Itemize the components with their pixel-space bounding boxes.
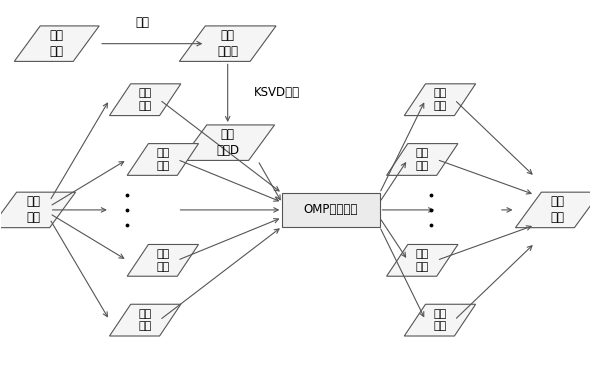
Text: 子图
像块: 子图 像块 xyxy=(138,88,152,111)
Polygon shape xyxy=(404,304,476,336)
Bar xyxy=(282,193,379,227)
Polygon shape xyxy=(515,192,591,228)
Text: 稀疏
向量: 稀疏 向量 xyxy=(433,309,447,332)
Polygon shape xyxy=(14,26,99,62)
Polygon shape xyxy=(387,244,458,276)
Text: 子图
像块: 子图 像块 xyxy=(138,309,152,332)
Polygon shape xyxy=(109,304,181,336)
Text: 稀疏
矩阵: 稀疏 矩阵 xyxy=(551,195,565,224)
Polygon shape xyxy=(127,144,199,176)
Polygon shape xyxy=(181,125,275,160)
Polygon shape xyxy=(127,244,199,276)
Text: 稀疏
向量: 稀疏 向量 xyxy=(415,249,429,272)
Polygon shape xyxy=(0,192,76,228)
Polygon shape xyxy=(404,84,476,116)
Polygon shape xyxy=(387,144,458,176)
Polygon shape xyxy=(179,26,276,62)
Text: 子图
像块: 子图 像块 xyxy=(156,148,170,171)
Text: 稀疏
向量: 稀疏 向量 xyxy=(433,88,447,111)
Text: OMP稀疏分解: OMP稀疏分解 xyxy=(304,203,358,216)
Text: 取样: 取样 xyxy=(135,16,149,29)
Text: 通用
字典D: 通用 字典D xyxy=(216,128,239,157)
Text: 训练
图集: 训练 图集 xyxy=(50,29,64,58)
Polygon shape xyxy=(109,84,181,116)
Text: 训练
子图集: 训练 子图集 xyxy=(217,29,238,58)
Text: KSVD方法: KSVD方法 xyxy=(254,86,300,99)
Text: 子图
像块: 子图 像块 xyxy=(156,249,170,272)
Text: 稀疏
向量: 稀疏 向量 xyxy=(415,148,429,171)
Text: 测试
图片: 测试 图片 xyxy=(26,195,40,224)
